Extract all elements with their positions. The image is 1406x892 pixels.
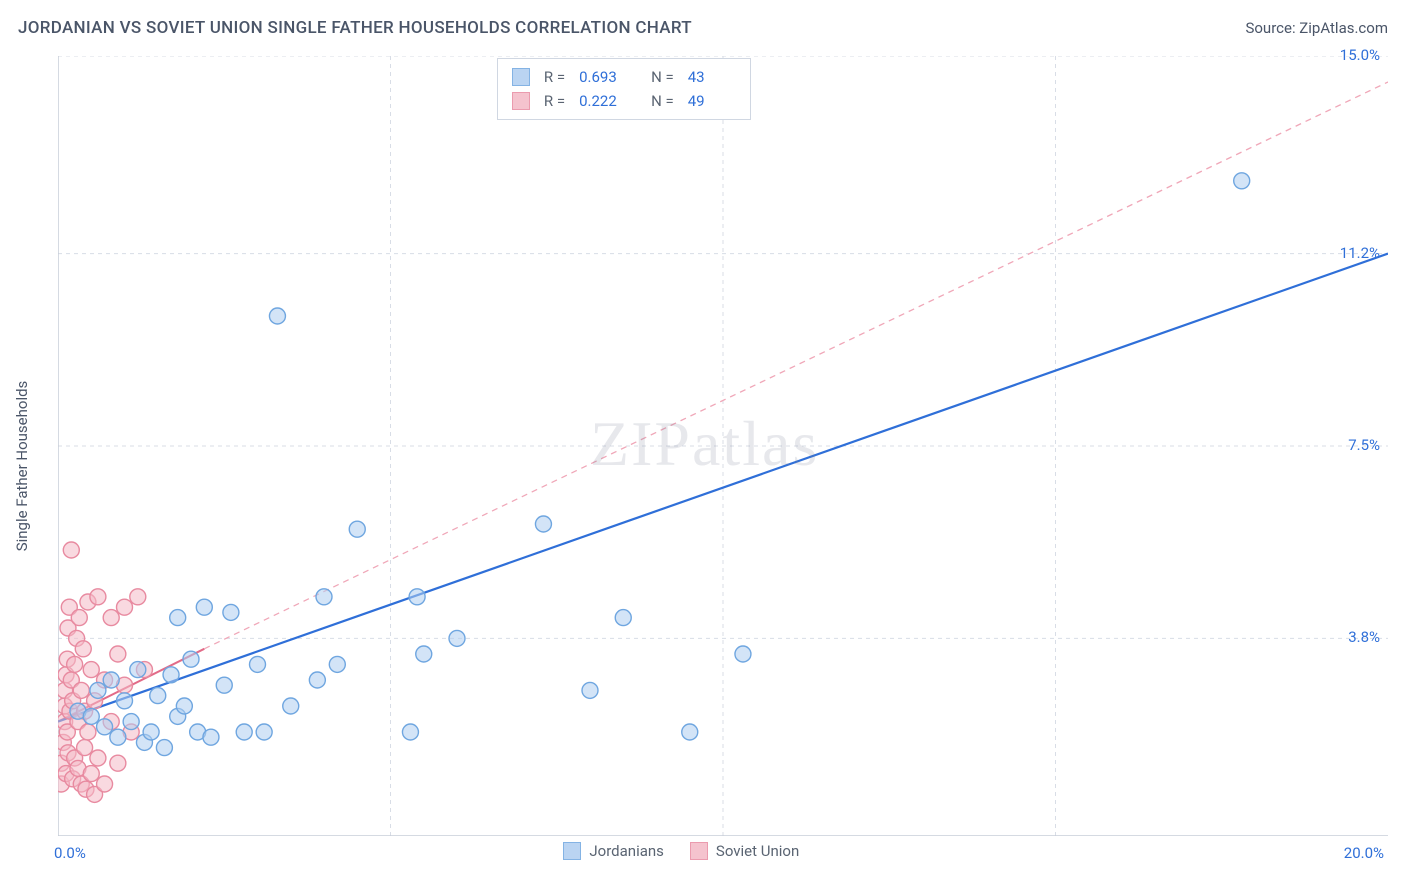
legend-swatch — [512, 68, 530, 86]
y-tick-label: 11.2% — [1340, 244, 1380, 262]
legend-n-value: 49 — [688, 92, 736, 110]
series-legend-label: Jordanians — [589, 842, 664, 860]
legend-n-label: N = — [651, 68, 674, 86]
correlation-legend: R = 0.693 N = 43 R = 0.222 N = 49 — [497, 58, 751, 120]
legend-row: R = 0.222 N = 49 — [512, 89, 736, 113]
y-tick-label: 15.0% — [1340, 46, 1380, 64]
series-legend-item: Jordanians — [563, 842, 664, 860]
legend-row: R = 0.693 N = 43 — [512, 65, 736, 89]
legend-n-value: 43 — [688, 68, 736, 86]
legend-swatch — [690, 842, 708, 860]
legend-n-label: N = — [651, 92, 674, 110]
legend-r-value: 0.693 — [579, 68, 627, 86]
y-tick-label: 7.5% — [1348, 436, 1380, 454]
y-tick-label: 3.8% — [1348, 628, 1380, 646]
chart-title: JORDANIAN VS SOVIET UNION SINGLE FATHER … — [18, 18, 692, 38]
series-legend: Jordanians Soviet Union — [563, 842, 799, 860]
series-legend-label: Soviet Union — [716, 842, 799, 860]
legend-swatch — [563, 842, 581, 860]
source-attribution: Source: ZipAtlas.com — [1245, 19, 1388, 37]
x-axis-min-label: 0.0% — [54, 844, 86, 862]
x-axis-max-label: 20.0% — [1344, 844, 1384, 862]
y-axis-label: Single Father Households — [13, 381, 31, 552]
legend-r-label: R = — [544, 92, 565, 110]
legend-r-value: 0.222 — [579, 92, 627, 110]
plot-area: ZIPatlas R =0.693N =43R =0.222N =49 0.0%… — [58, 56, 1388, 858]
legend-r-label: R = — [544, 68, 565, 86]
scatter-plot-svg — [58, 56, 1388, 836]
series-legend-item: Soviet Union — [690, 842, 799, 860]
legend-swatch — [512, 92, 530, 110]
chart-area: Single Father Households ZIPatlas R =0.6… — [46, 56, 1388, 858]
